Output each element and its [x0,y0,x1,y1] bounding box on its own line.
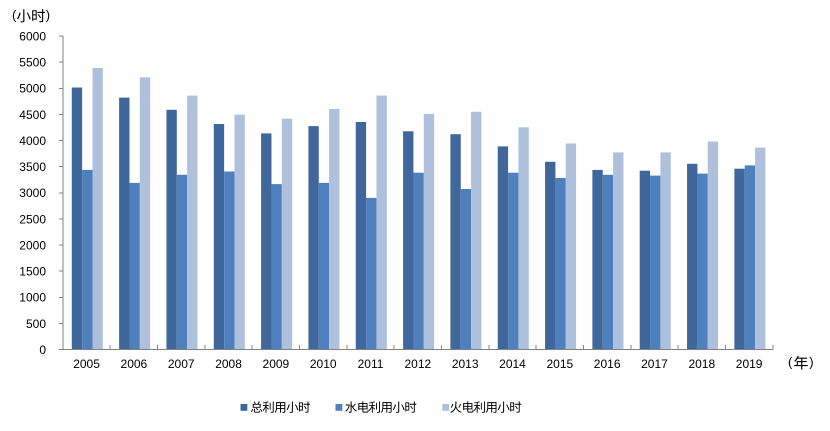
svg-text:2005: 2005 [73,357,100,371]
svg-text:2000: 2000 [19,238,46,252]
svg-text:2006: 2006 [121,357,148,371]
svg-text:2007: 2007 [168,357,195,371]
svg-text:1500: 1500 [19,265,46,279]
svg-text:1000: 1000 [19,291,46,305]
svg-text:500: 500 [26,317,46,331]
svg-text:4000: 4000 [19,134,46,148]
svg-text:2010: 2010 [310,357,337,371]
svg-text:2013: 2013 [452,357,479,371]
svg-text:2018: 2018 [688,357,715,371]
svg-text:2019: 2019 [736,357,763,371]
svg-text:6000: 6000 [19,29,46,43]
svg-text:(: ( [12,7,17,22]
svg-text:2015: 2015 [546,357,573,371]
svg-text:2014: 2014 [499,357,526,371]
svg-text:2500: 2500 [19,212,46,226]
svg-text:2008: 2008 [215,357,242,371]
svg-text:4500: 4500 [19,108,46,122]
svg-text:2016: 2016 [594,357,621,371]
svg-text:3500: 3500 [19,160,46,174]
svg-text:5500: 5500 [19,56,46,70]
svg-text:2011: 2011 [358,357,384,371]
svg-text:): ) [809,355,813,370]
svg-text:3000: 3000 [19,186,46,200]
svg-text:(: ( [788,355,793,370]
svg-text:2017: 2017 [641,357,668,371]
svg-text:5000: 5000 [19,82,46,96]
svg-text:2012: 2012 [404,357,431,371]
svg-text:0: 0 [39,343,46,357]
svg-text:): ) [46,7,50,22]
svg-text:2009: 2009 [263,357,290,371]
